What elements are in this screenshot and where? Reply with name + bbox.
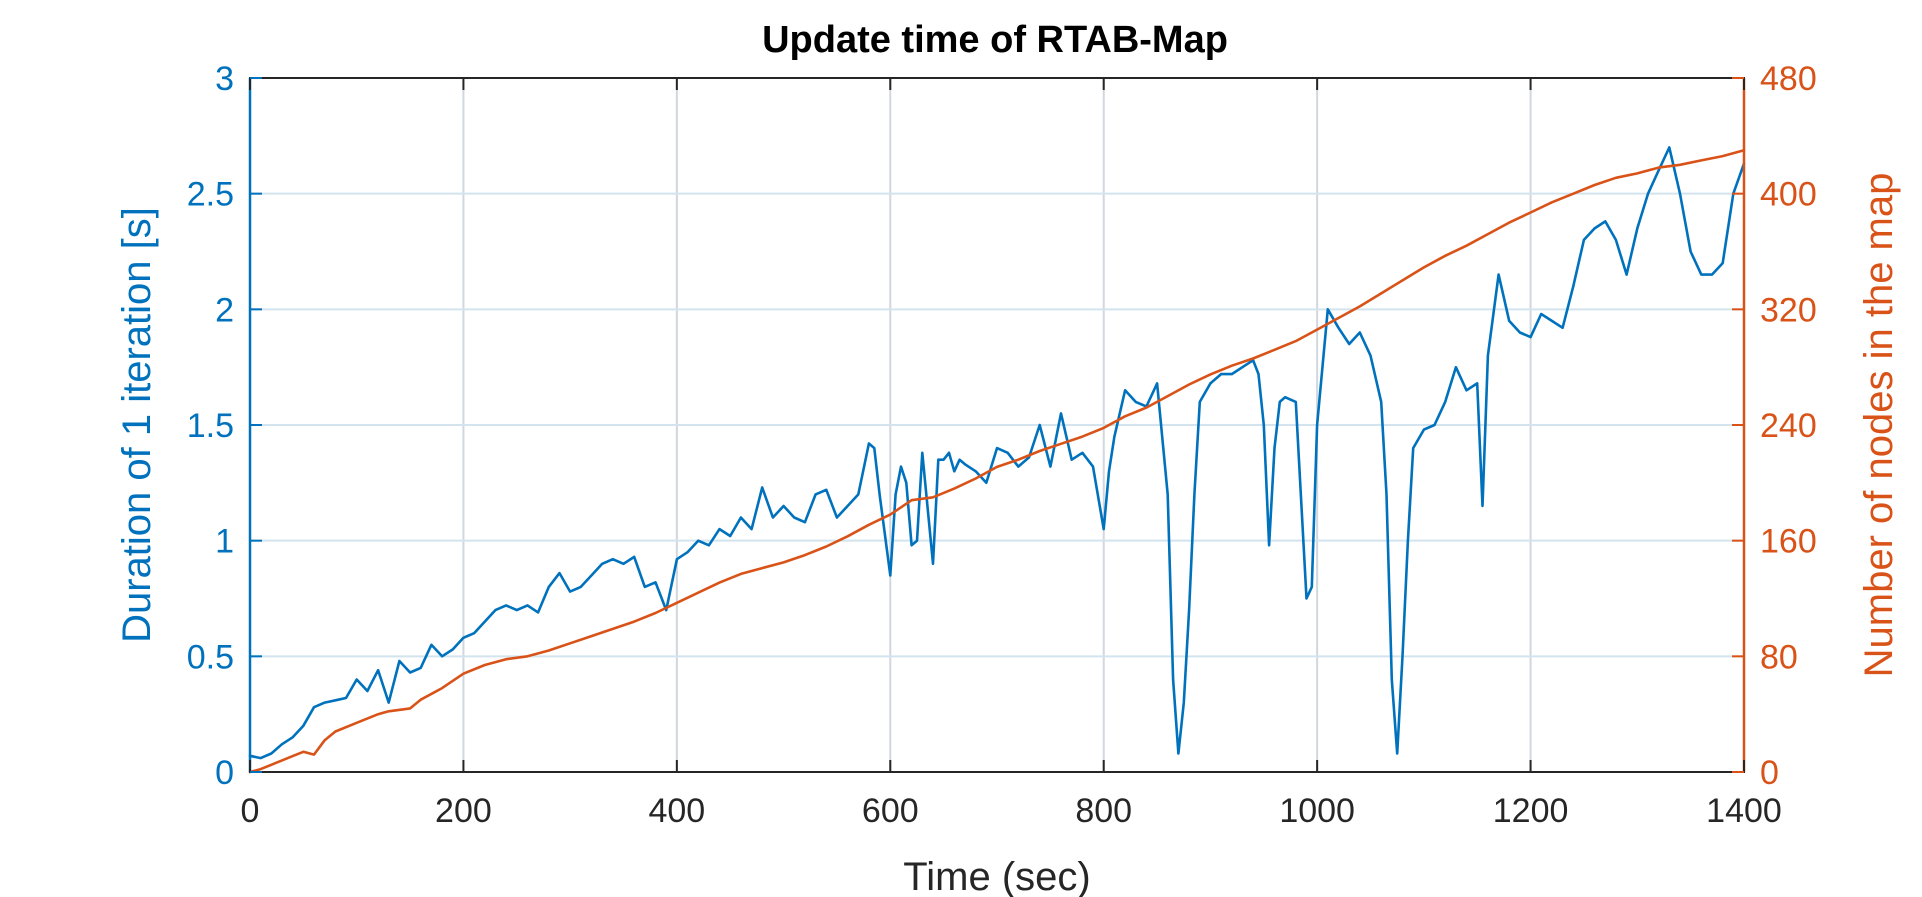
- left-y-axis-ticks: 0 0.5 1 1.5 2 2.5 3: [187, 60, 262, 792]
- left-y-axis-title: Duration of 1 iteration [s]: [115, 207, 159, 643]
- right-y-tick-label: 240: [1760, 407, 1817, 445]
- right-y-tick-label: 400: [1760, 176, 1817, 214]
- x-axis-ticks: 0 200 400 600 800 1000 1200 1400: [241, 78, 1782, 830]
- x-tick-label: 800: [1075, 792, 1132, 830]
- right-y-tick-label: 160: [1760, 523, 1817, 561]
- x-tick-label: 200: [435, 792, 492, 830]
- chart-title: Update time of RTAB-Map: [762, 19, 1228, 61]
- x-axis-title: Time (sec): [903, 855, 1090, 897]
- series-layer: [248, 146, 1746, 774]
- left-y-tick-label: 1.5: [187, 407, 234, 445]
- right-y-axis-title: Number of nodes in the map: [1857, 173, 1901, 678]
- right-y-tick-label: 80: [1760, 638, 1798, 676]
- left-y-tick-label: 0.5: [187, 638, 234, 676]
- left-y-tick-label: 3: [215, 60, 234, 98]
- right-y-tick-label: 320: [1760, 291, 1817, 329]
- x-tick-label: 400: [648, 792, 705, 830]
- x-tick-label: 0: [241, 792, 260, 830]
- series-line-duration: [248, 146, 1746, 760]
- x-tick-label: 1200: [1493, 792, 1569, 830]
- right-y-tick-label: 480: [1760, 60, 1817, 98]
- left-y-tick-label: 0: [215, 754, 234, 792]
- x-tick-label: 1000: [1279, 792, 1355, 830]
- left-y-tick-label: 2.5: [187, 176, 234, 214]
- x-tick-label: 1400: [1706, 792, 1782, 830]
- x-tick-label: 600: [862, 792, 919, 830]
- left-y-tick-label: 2: [215, 291, 234, 329]
- right-y-axis-ticks: 0 80 160 240 320 400 480: [1732, 60, 1817, 792]
- left-y-tick-label: 1: [215, 523, 234, 561]
- right-y-tick-label: 0: [1760, 754, 1779, 792]
- series-line-nodes: [248, 149, 1746, 774]
